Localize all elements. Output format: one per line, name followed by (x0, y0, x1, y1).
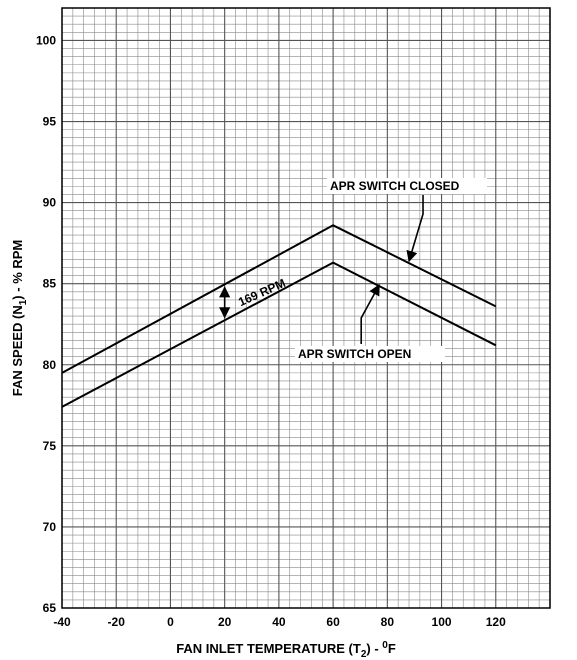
x-axis-title-unit: F (388, 641, 396, 656)
minor-gridlines (62, 7, 550, 608)
rpm-delta-label: 169 RPM (236, 276, 287, 309)
y-tick-label: 85 (43, 277, 57, 291)
y-tick-label: 95 (43, 115, 57, 129)
open-label-background (295, 346, 445, 362)
x-tick-label: 40 (272, 615, 286, 629)
x-tick-labels: -40 -20 0 20 40 60 80 100 120 (53, 615, 506, 629)
y-tick-label: 80 (43, 358, 57, 372)
closed-leader-arrow (406, 195, 424, 263)
x-axis-title-sub: 2 (361, 649, 367, 660)
plot-frame (61, 7, 551, 609)
x-tick-label: 100 (432, 615, 452, 629)
series-line-apr-open (61, 261, 497, 408)
x-tick-label: 120 (486, 615, 506, 629)
y-tick-label: 90 (43, 196, 57, 210)
x-tick-label: -20 (108, 615, 126, 629)
y-tick-label: 75 (43, 439, 57, 453)
y-tick-label: 100 (36, 33, 56, 47)
x-axis-title: FAN INLET TEMPERATURE (T2) - 0F (176, 640, 396, 660)
x-axis-title-sup: 0 (382, 640, 388, 651)
y-axis-title: FAN SPEED (N1) - % RPM (10, 240, 29, 397)
y-tick-labels: 65 70 75 80 85 90 95 100 (36, 33, 56, 615)
series-lines (61, 224, 497, 408)
series-label-open: APR SWITCH OPEN (298, 347, 411, 361)
closed-label-background (327, 178, 487, 194)
x-tick-label: 20 (218, 615, 232, 629)
y-tick-label: 65 (43, 601, 57, 615)
x-tick-label: 60 (326, 615, 340, 629)
open-leader-arrow (360, 284, 380, 344)
series-label-closed: APR SWITCH CLOSED (330, 179, 460, 193)
y-axis-title-tail: ) - % RPM (10, 240, 25, 300)
x-tick-label: -40 (53, 615, 71, 629)
x-tick-label: 80 (381, 615, 395, 629)
y-tick-label: 70 (43, 520, 57, 534)
x-axis-title-tail: ) - (366, 641, 382, 656)
y-axis-title-main: FAN SPEED (N (10, 305, 25, 396)
x-axis-title-main: FAN INLET TEMPERATURE (T (176, 641, 361, 656)
series-line-apr-closed (61, 224, 497, 374)
y-axis-title-sub: 1 (18, 299, 29, 305)
x-tick-label: 0 (167, 615, 174, 629)
